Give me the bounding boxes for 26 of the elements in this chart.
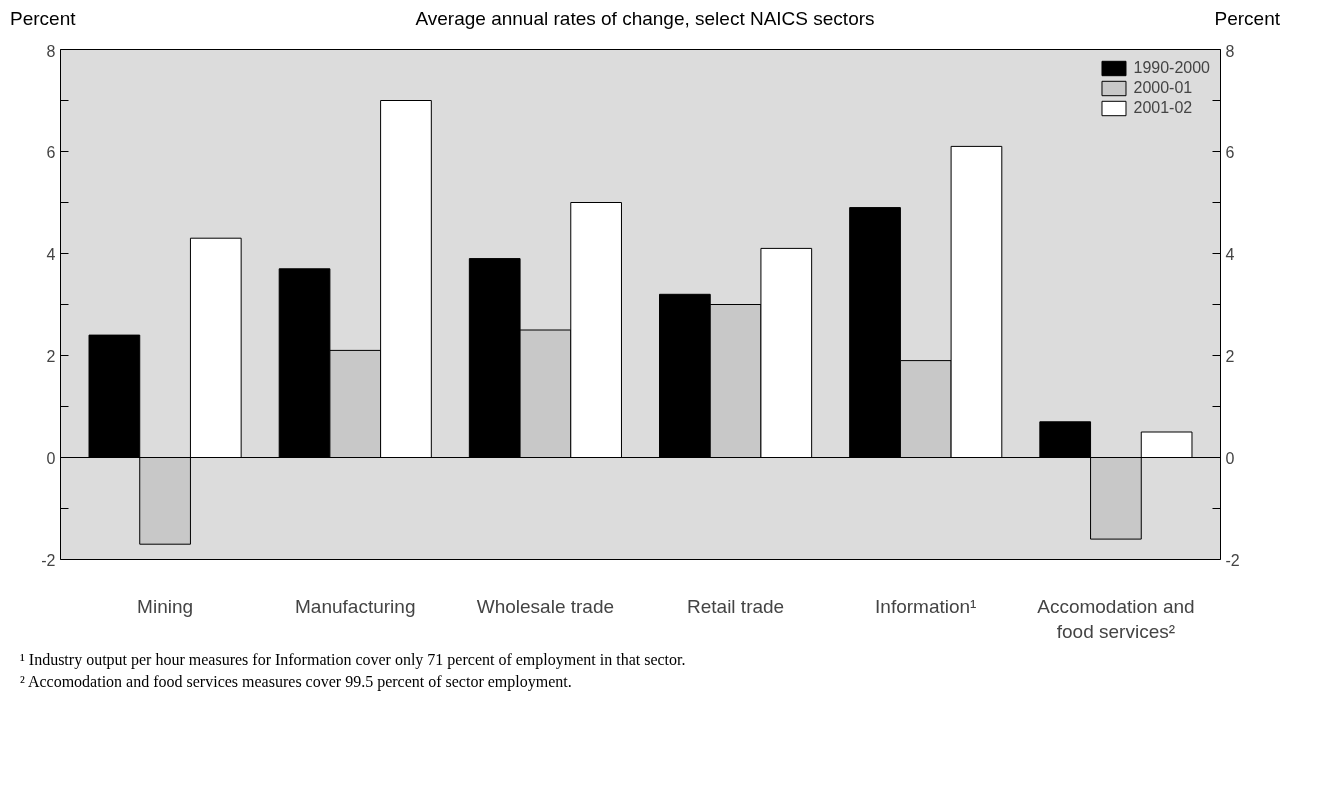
legend-label: 2001-02 bbox=[1133, 99, 1193, 117]
y-tick-label: -2 bbox=[41, 551, 56, 569]
y-tick-label: 2 bbox=[46, 347, 56, 365]
legend-label: 1990-2000 bbox=[1133, 59, 1210, 77]
x-tick-label: Retail trade bbox=[687, 595, 785, 617]
x-tick-label: Information¹ bbox=[875, 595, 977, 617]
text: ² Accomodation and food services measures cover 99.5 percent of sector employment. bbox=[20, 672, 573, 693]
chart-subtitle: Average annual rates of change, select NAICS sectors bbox=[415, 7, 875, 31]
y2-tick-label: 0 bbox=[1225, 449, 1235, 467]
y2-tick-label: 2 bbox=[1225, 347, 1235, 365]
y2-tick-label: 8 bbox=[1225, 42, 1235, 60]
y2-tick-label: 6 bbox=[1225, 143, 1235, 161]
y2-axis-title: Percent bbox=[1214, 7, 1280, 31]
x-tick-label: Mining bbox=[137, 595, 194, 617]
y-tick-label: 0 bbox=[46, 449, 56, 467]
y-tick-label: 6 bbox=[46, 143, 56, 161]
y2-tick-label: -2 bbox=[1225, 551, 1240, 569]
x-tick-label: Manufacturing bbox=[295, 595, 416, 617]
legend-label: 2000-01 bbox=[1133, 79, 1193, 97]
text: ¹ Industry output per hour measures for Information cover only 71 percent of employment in that sector. bbox=[20, 650, 686, 671]
y-axis-title: Percent bbox=[10, 7, 76, 31]
y-tick-label: 8 bbox=[46, 42, 56, 60]
x-tick-label: Wholesale trade bbox=[476, 595, 615, 617]
x-tick-label: Accomodation and food services² bbox=[1037, 595, 1195, 642]
y-tick-label: 4 bbox=[46, 245, 56, 263]
y2-tick-label: 4 bbox=[1225, 245, 1235, 263]
